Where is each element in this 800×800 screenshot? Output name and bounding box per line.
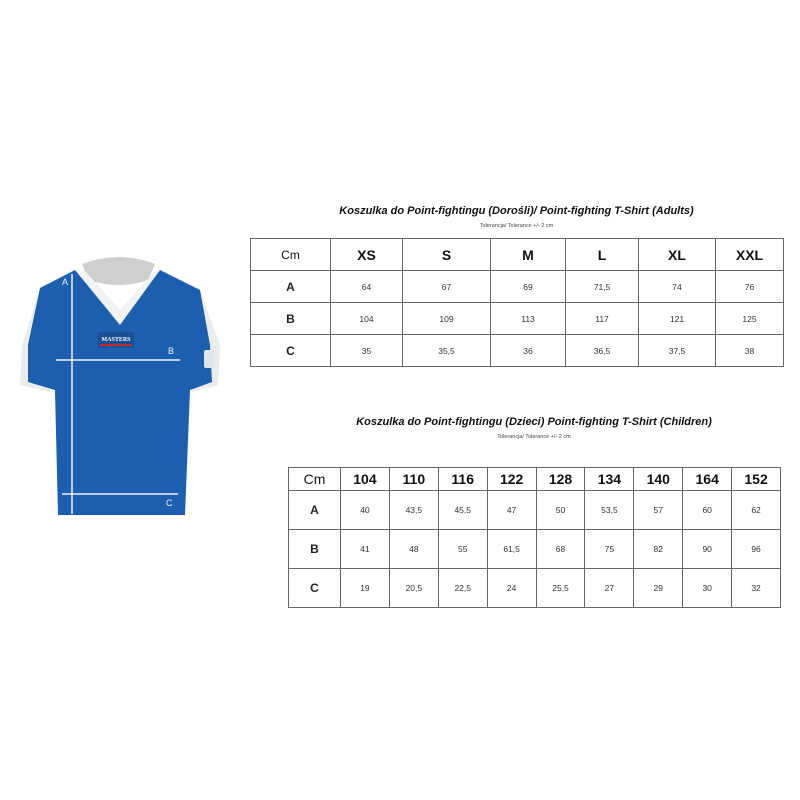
value-cell: 75	[584, 529, 635, 569]
children-table-title: Koszulka do Point-fightingu (Dzieci) Poi…	[356, 416, 712, 428]
shirt-collar	[75, 270, 160, 325]
table-row: A 64 67 69 71,5 74 76	[250, 270, 784, 303]
measure-label-c: C	[166, 498, 173, 508]
value-cell: 55	[437, 529, 488, 569]
size-header: XXL	[715, 238, 784, 271]
value-cell: 43,5	[388, 490, 439, 530]
size-header: XS	[330, 238, 403, 271]
value-cell: 82	[633, 529, 684, 569]
value-cell: 50	[535, 490, 586, 530]
shirt-neck-inside	[82, 257, 155, 285]
children-tolerance: Tolerancja/ Tolerance +/- 2 cm	[497, 434, 571, 440]
corner-cell: Cm	[250, 238, 331, 271]
adults-tolerance: Tolerancja/ Tolerance +/- 2 cm	[479, 223, 554, 229]
value-cell: 40	[340, 490, 390, 530]
value-cell: 64	[330, 270, 403, 303]
value-cell: 22,5	[437, 568, 488, 608]
size-header: M	[490, 238, 566, 271]
value-cell: 90	[682, 529, 733, 569]
value-cell: 113	[490, 302, 566, 335]
value-cell: 121	[638, 302, 716, 335]
table-row: B 104 109 113 117 121 125	[250, 302, 784, 335]
value-cell: 30	[682, 568, 733, 608]
shirt-body	[28, 270, 212, 515]
value-cell: 25,5	[535, 568, 586, 608]
value-cell: 29	[633, 568, 684, 608]
table-row: B 41 48 55 61,5 68 75 82 90 96	[288, 529, 782, 569]
row-label: A	[250, 270, 331, 303]
value-cell: 74	[638, 270, 716, 303]
size-header: 128	[535, 467, 586, 491]
value-cell: 48	[388, 529, 439, 569]
value-cell: 41	[340, 529, 390, 569]
table-row: C 35 35,5 36 36,5 37,5 38	[250, 334, 784, 367]
value-cell: 62	[731, 490, 782, 530]
size-header: XL	[638, 238, 716, 271]
value-cell: 61,5	[486, 529, 537, 569]
value-cell: 35	[330, 334, 403, 367]
size-header: 116	[437, 467, 488, 491]
measure-label-a: A	[62, 277, 68, 287]
size-header: 140	[633, 467, 684, 491]
size-header: 134	[584, 467, 635, 491]
size-header: 110	[388, 467, 439, 491]
value-cell: 37,5	[638, 334, 716, 367]
value-cell: 24	[486, 568, 537, 608]
value-cell: 71,5	[565, 270, 639, 303]
children-size-table: Cm 104 110 116 122 128 134 140 164 152 A 40 43,5 45,5…	[288, 467, 782, 608]
value-cell: 68	[535, 529, 586, 569]
row-label: B	[288, 529, 341, 569]
table-row: C 19 20,5 22,5 24 25,5 27 29 30 32	[288, 568, 782, 608]
value-cell: 109	[402, 302, 491, 335]
value-cell: 125	[715, 302, 784, 335]
row-label: C	[250, 334, 331, 367]
value-cell: 32	[731, 568, 782, 608]
size-header: S	[402, 238, 491, 271]
value-cell: 38	[715, 334, 784, 367]
value-cell: 117	[565, 302, 639, 335]
value-cell: 104	[330, 302, 403, 335]
value-cell: 35,5	[402, 334, 491, 367]
value-cell: 27	[584, 568, 635, 608]
row-label: A	[288, 490, 341, 530]
table-row: A 40 43,5 45,5 47 50 53,5 57 60 62	[288, 490, 782, 530]
value-cell: 19	[340, 568, 390, 608]
sleeve-badge	[204, 350, 214, 368]
value-cell: 47	[486, 490, 537, 530]
row-label: C	[288, 568, 341, 608]
adults-size-table: Cm XS S M L XL XXL A 64 67 69 71,5 74 76 B 104 109 113 117…	[250, 238, 784, 367]
value-cell: 45,5	[437, 490, 488, 530]
header-row: Cm 104 110 116 122 128 134 140 164 152	[288, 467, 782, 491]
value-cell: 76	[715, 270, 784, 303]
value-cell: 36,5	[565, 334, 639, 367]
value-cell: 57	[633, 490, 684, 530]
value-cell: 53,5	[584, 490, 635, 530]
header-row: Cm XS S M L XL XXL	[250, 238, 784, 271]
corner-cell: Cm	[288, 467, 341, 491]
row-label: B	[250, 302, 331, 335]
size-header: 164	[682, 467, 733, 491]
value-cell: 67	[402, 270, 491, 303]
size-header: L	[565, 238, 639, 271]
tshirt-illustration: MASTERS A B C	[20, 257, 220, 515]
value-cell: 96	[731, 529, 782, 569]
size-header: 122	[486, 467, 537, 491]
size-header: 104	[340, 467, 390, 491]
adults-table-title: Koszulka do Point-fightingu (Dorośli)/ P…	[339, 205, 694, 217]
masters-logo-text: MASTERS	[101, 337, 131, 343]
value-cell: 69	[490, 270, 566, 303]
value-cell: 60	[682, 490, 733, 530]
size-header: 152	[731, 467, 782, 491]
value-cell: 36	[490, 334, 566, 367]
measure-label-b: B	[168, 346, 174, 356]
value-cell: 20,5	[388, 568, 439, 608]
